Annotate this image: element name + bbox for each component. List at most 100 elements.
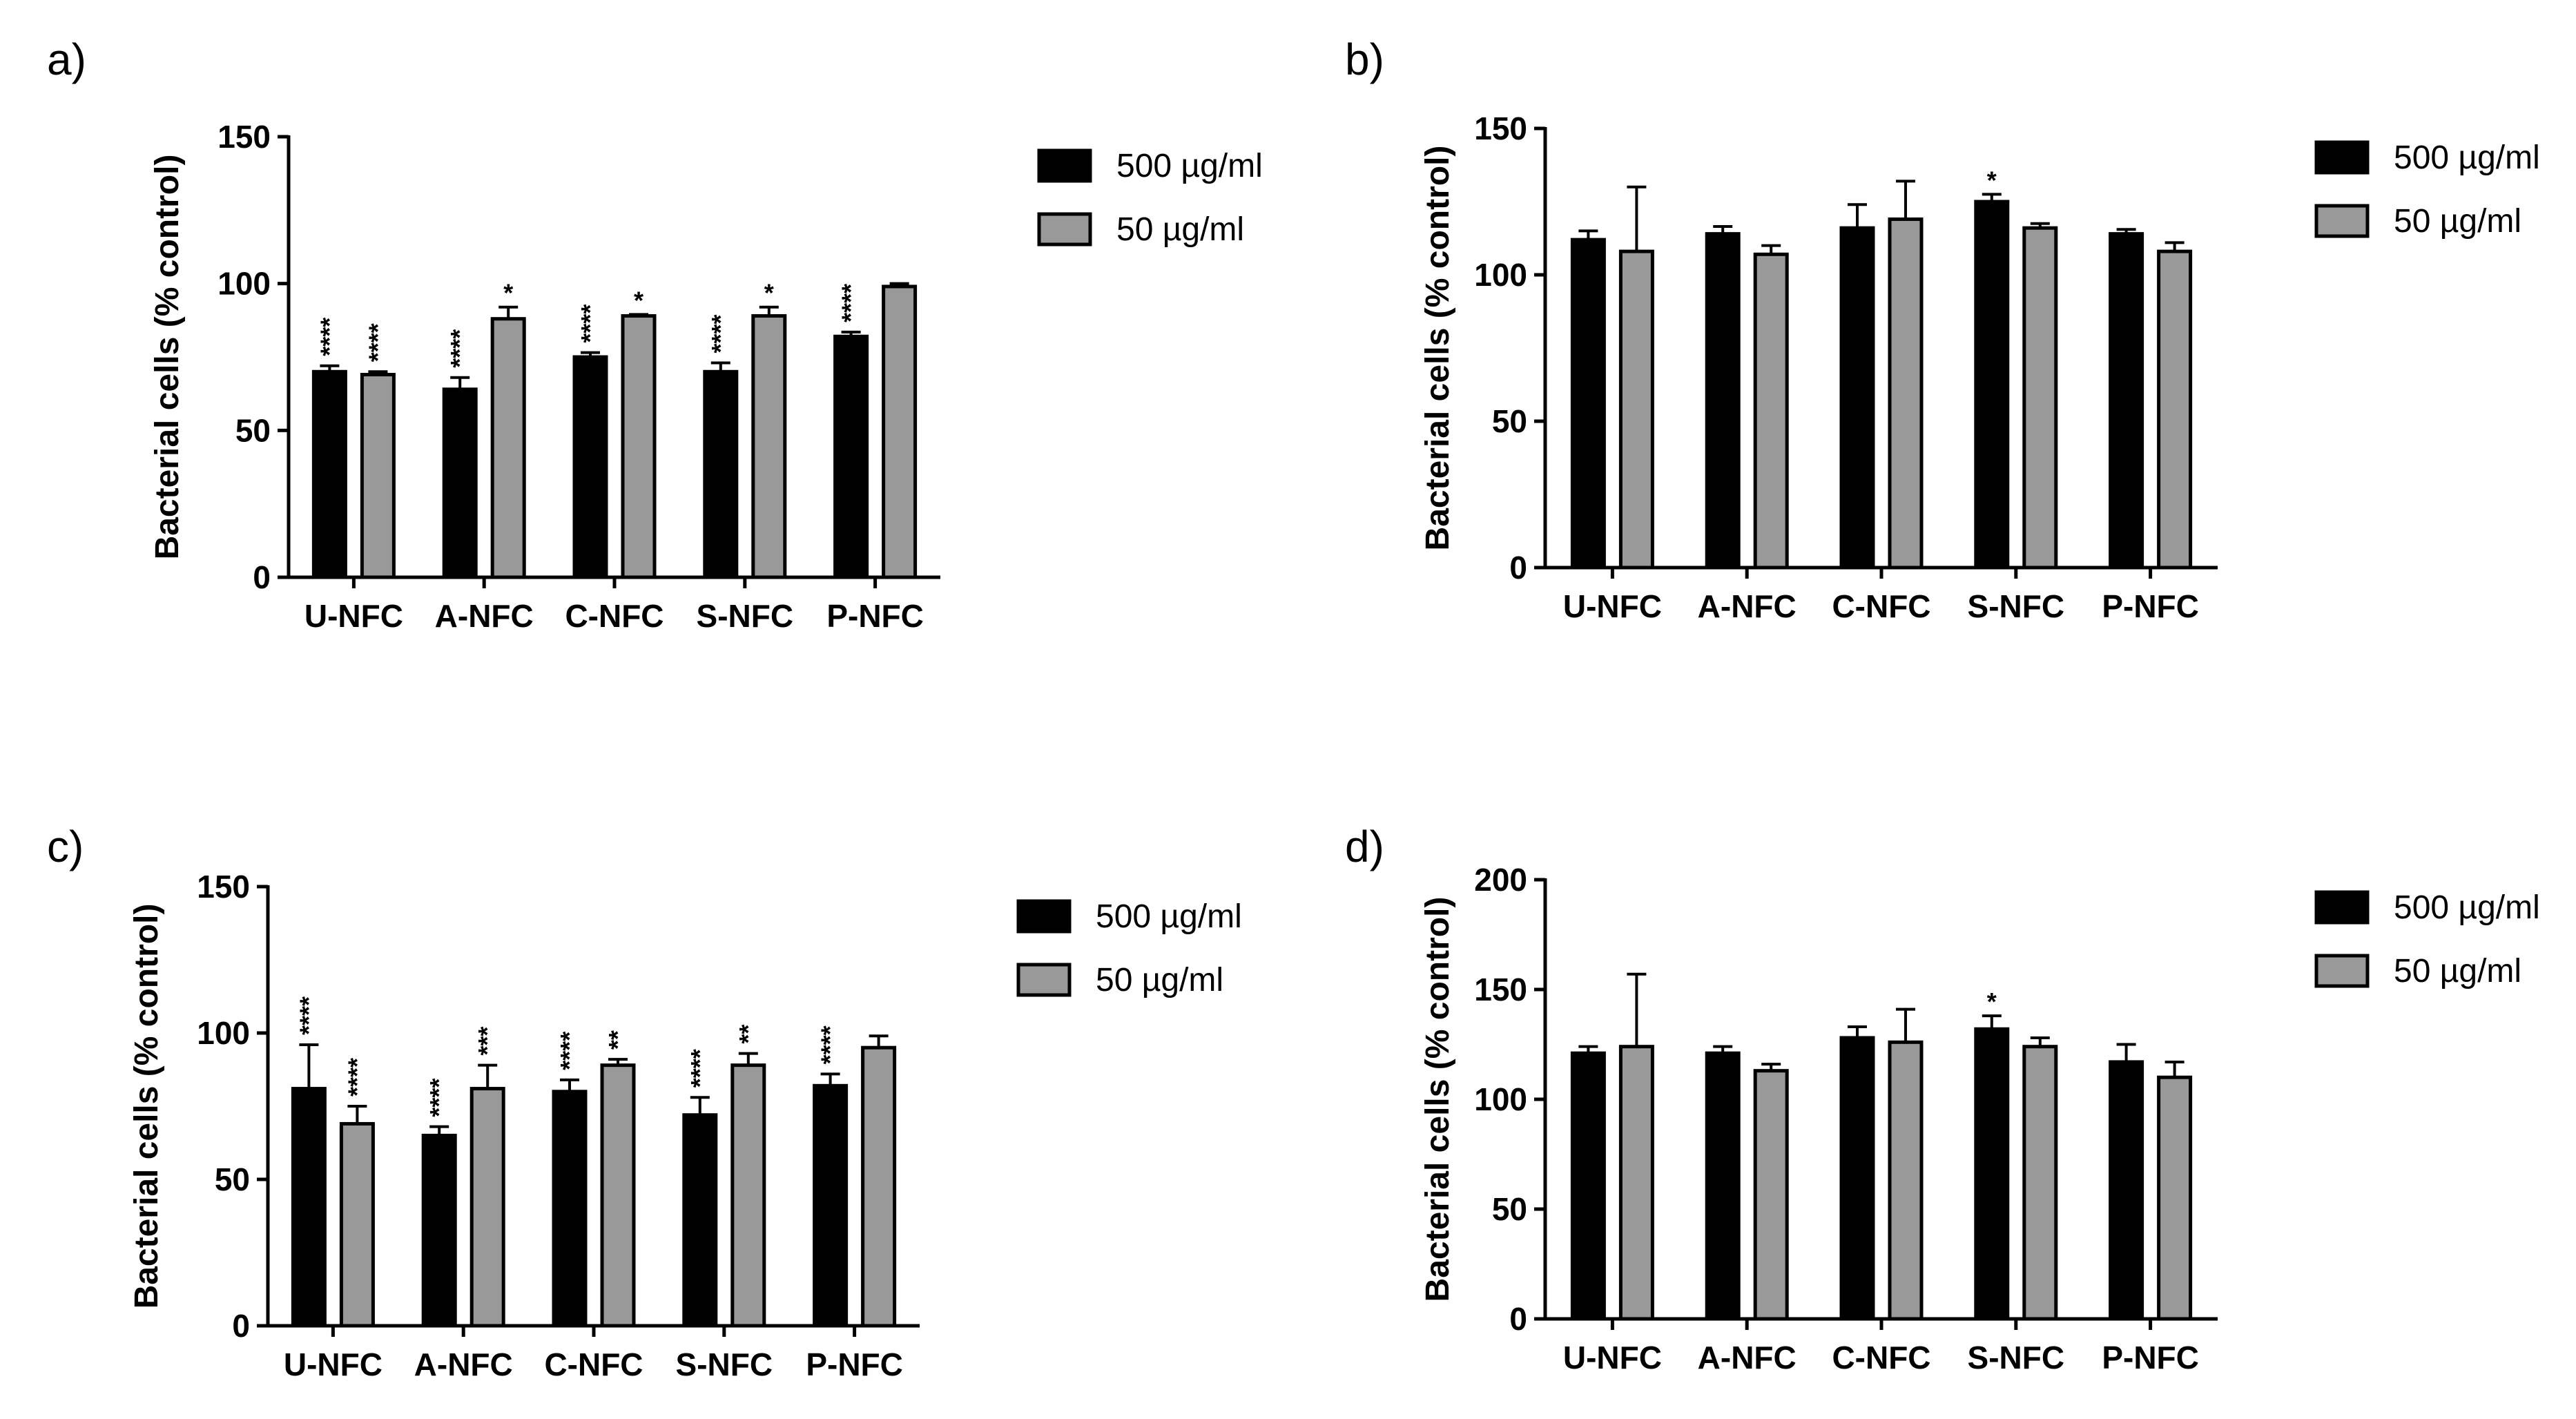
bar — [703, 369, 739, 579]
chart-panel-c: c) 0 50 100 150 Bacterial cells (% control) U-… — [47, 822, 1242, 1382]
bar — [600, 1063, 636, 1328]
legend-label: 500 µg/ml — [2394, 889, 2540, 926]
legend-label: 500 µg/ml — [2394, 139, 2540, 176]
chart-panel-b: b) 0 50 100 150 Bacterial cells (% control) U-… — [1345, 35, 2540, 624]
legend-swatch — [1016, 899, 1072, 934]
significance-label: **** — [315, 318, 343, 356]
legend-swatch — [1037, 148, 1092, 183]
x-tick-label: S-NFC — [1968, 588, 2065, 624]
legend-swatch — [2314, 954, 2370, 988]
y-tick-label: 150 — [1474, 972, 1527, 1007]
x-tick-label: A-NFC — [435, 598, 534, 634]
significance-label: **** — [576, 305, 604, 343]
x-tick-label: S-NFC — [1968, 1340, 2065, 1375]
significance-label: **** — [363, 323, 391, 362]
x-tick-label: P-NFC — [806, 1346, 903, 1382]
x-tick-label: C-NFC — [565, 598, 664, 634]
x-tick-label: U-NFC — [1563, 588, 1662, 624]
bar — [813, 1083, 849, 1328]
bar — [2109, 1060, 2144, 1321]
legend-swatch — [1037, 212, 1092, 247]
significance-label: **** — [445, 329, 474, 368]
panel-label: b) — [1345, 35, 1384, 84]
significance-label: * — [764, 279, 774, 307]
y-tick-label: 0 — [253, 559, 271, 595]
x-tick-label: C-NFC — [1832, 1340, 1930, 1375]
bar — [730, 1063, 766, 1328]
panel-label: a) — [47, 35, 86, 84]
x-tick-label: P-NFC — [2102, 588, 2199, 624]
legend-label: 50 µg/ml — [1096, 962, 1223, 998]
bar — [1839, 1036, 1875, 1321]
legend-swatch — [2314, 204, 2370, 238]
x-tick-label: A-NFC — [1698, 588, 1797, 624]
x-tick-label: U-NFC — [284, 1346, 382, 1382]
y-axis-label: Bacterial cells (% control) — [1420, 897, 1456, 1302]
bar — [1753, 1069, 1789, 1321]
bar — [311, 369, 347, 579]
y-tick-label: 0 — [1509, 1301, 1527, 1337]
bar — [572, 355, 608, 579]
significance-label: * — [1987, 987, 1997, 1016]
y-tick-label: 0 — [1509, 550, 1527, 586]
bar — [291, 1087, 327, 1328]
y-axis-label: Bacterial cells (% control) — [128, 904, 165, 1309]
bar — [360, 373, 396, 579]
bar — [1839, 226, 1875, 570]
significance-label: **** — [686, 1049, 714, 1088]
x-tick-label: S-NFC — [676, 1346, 773, 1382]
bar — [2022, 1045, 2058, 1321]
bar — [1705, 1051, 1741, 1321]
y-tick-label: 50 — [1492, 403, 1527, 439]
x-tick-label: P-NFC — [826, 598, 924, 634]
legend-label: 500 µg/ml — [1116, 148, 1263, 184]
x-tick-label: A-NFC — [1698, 1340, 1797, 1375]
bar — [1705, 232, 1741, 570]
significance-label: ** — [734, 1025, 762, 1044]
y-tick-label: 0 — [232, 1308, 250, 1344]
bar — [469, 1087, 505, 1328]
legend-label: 500 µg/ml — [1096, 898, 1242, 935]
x-tick-label: P-NFC — [2102, 1340, 2199, 1375]
y-tick-label: 150 — [217, 119, 271, 155]
bar — [490, 317, 526, 579]
legend-swatch — [2314, 140, 2370, 175]
significance-label: * — [503, 279, 513, 307]
bar — [621, 313, 657, 579]
legend-label: 50 µg/ml — [1116, 211, 1244, 248]
significance-label: **** — [425, 1079, 453, 1117]
x-tick-label: S-NFC — [697, 598, 794, 634]
legend-swatch — [2314, 890, 2370, 925]
bar — [682, 1113, 718, 1328]
significance-label: **** — [294, 996, 322, 1035]
chart-panel-d: d) 0 50 100 150 200 Bacterial cells (% control… — [1345, 822, 2540, 1375]
bar — [861, 1045, 897, 1328]
bar — [442, 387, 478, 579]
significance-label: **** — [342, 1058, 371, 1097]
x-tick-label: U-NFC — [1563, 1340, 1662, 1375]
bar — [882, 284, 918, 579]
bar — [1618, 1045, 1654, 1321]
bar — [1618, 249, 1654, 570]
bar — [1570, 1051, 1606, 1321]
bar — [1974, 1027, 2010, 1321]
bar — [833, 334, 869, 579]
significance-label: * — [634, 286, 643, 314]
bar — [1888, 1040, 1924, 1321]
bar — [421, 1133, 457, 1328]
y-tick-label: 100 — [1474, 1081, 1527, 1117]
significance-label: *** — [473, 1027, 501, 1056]
legend-label: 50 µg/ml — [2394, 203, 2521, 240]
significance-label: ** — [603, 1030, 632, 1050]
legend-swatch — [1016, 963, 1072, 997]
bar — [1888, 217, 1924, 570]
chart-panel-a: a) 0 50 100 150 Bacterial cells (% control) U-… — [47, 35, 1263, 634]
y-tick-label: 50 — [215, 1161, 250, 1197]
x-tick-label: A-NFC — [414, 1346, 513, 1382]
significance-label: * — [1987, 166, 1997, 194]
x-tick-label: C-NFC — [1832, 588, 1930, 624]
bar — [1974, 200, 2010, 570]
y-tick-label: 50 — [235, 412, 271, 448]
y-tick-label: 150 — [1474, 110, 1527, 146]
